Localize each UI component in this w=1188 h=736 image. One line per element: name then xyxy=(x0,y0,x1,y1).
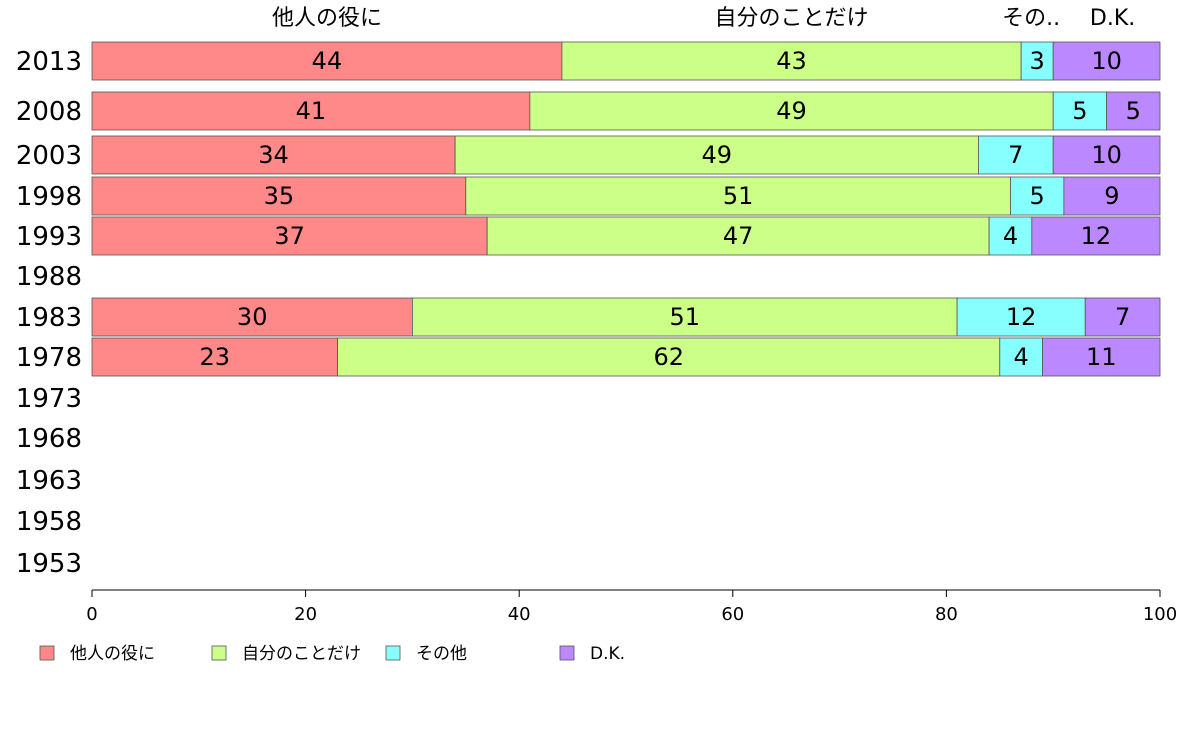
bar-2013-series-2 xyxy=(1020,41,1054,81)
bar-label-1983-series-2: 12 xyxy=(1006,303,1037,331)
bar-1978-series-3 xyxy=(1042,337,1161,377)
bar-2013-series-0 xyxy=(91,41,563,81)
bar-1983-series-1 xyxy=(411,297,958,337)
legend-label-3: D.K. xyxy=(590,644,625,664)
y-tick-label-1968: 1968 xyxy=(16,424,82,454)
bar-1983-series-3 xyxy=(1084,297,1161,337)
bar-2008-series-3 xyxy=(1106,91,1161,131)
bar-label-1978-series-1: 62 xyxy=(653,343,684,371)
bar-label-1998-series-2: 5 xyxy=(1030,182,1045,210)
bar-label-2013-series-2: 3 xyxy=(1030,47,1045,75)
x-tick-label-20: 20 xyxy=(294,604,317,625)
bar-1983-series-0 xyxy=(91,297,413,337)
x-tick-label-80: 80 xyxy=(935,604,958,625)
y-tick-label-1978: 1978 xyxy=(16,343,82,373)
bar-1978-series-2 xyxy=(999,337,1043,377)
bar-2013-series-3 xyxy=(1052,41,1161,81)
bar-2008-series-1 xyxy=(529,91,1054,131)
bar-label-1998-series-1: 51 xyxy=(723,182,754,210)
bar-1993-series-2 xyxy=(988,216,1033,256)
y-tick-label-2008: 2008 xyxy=(16,97,82,127)
y-tick-label-1958: 1958 xyxy=(16,507,82,537)
top-series-label-1: 自分のことだけ xyxy=(715,6,869,31)
bar-label-1993-series-1: 47 xyxy=(723,222,754,250)
y-tick-label-1963: 1963 xyxy=(16,466,82,496)
bar-2008-series-0 xyxy=(91,91,531,131)
bar-label-1998-series-3: 9 xyxy=(1104,182,1119,210)
bar-label-1978-series-3: 11 xyxy=(1086,343,1117,371)
bar-label-1983-series-0: 30 xyxy=(237,303,268,331)
bar-1998-series-0 xyxy=(91,176,467,216)
bar-label-2008-series-2: 5 xyxy=(1072,97,1087,125)
y-tick-label-1998: 1998 xyxy=(16,182,82,212)
bar-1998-series-1 xyxy=(465,176,1011,216)
bar-label-1978-series-0: 23 xyxy=(200,343,231,371)
legend-label-1: 自分のことだけ xyxy=(242,644,361,664)
legend-label-0: 他人の役に xyxy=(70,644,155,664)
bar-label-1978-series-2: 4 xyxy=(1014,343,1029,371)
bar-label-1998-series-0: 35 xyxy=(264,182,295,210)
x-tick-label-0: 0 xyxy=(86,604,97,625)
y-tick-label-2003: 2003 xyxy=(16,141,82,171)
legend-label-2: その他 xyxy=(416,644,467,664)
top-series-label-2: その.. xyxy=(1002,6,1060,31)
y-tick-label-1953: 1953 xyxy=(16,549,82,579)
bar-1993-series-3 xyxy=(1031,216,1161,256)
bar-2008-series-2 xyxy=(1052,91,1107,131)
bar-label-2003-series-0: 34 xyxy=(258,141,289,169)
bar-label-2008-series-3: 5 xyxy=(1126,97,1141,125)
bar-label-1993-series-2: 4 xyxy=(1003,222,1018,250)
bar-label-2003-series-3: 10 xyxy=(1091,141,1122,169)
x-tick-label-100: 100 xyxy=(1143,604,1177,625)
bar-label-1983-series-1: 51 xyxy=(669,303,700,331)
top-series-label-0: 他人の役に xyxy=(272,6,382,31)
bar-label-2013-series-0: 44 xyxy=(312,47,343,75)
bar-label-2013-series-1: 43 xyxy=(776,47,807,75)
bar-2003-series-1 xyxy=(454,135,979,175)
legend-swatch-1 xyxy=(211,645,227,661)
legend-swatch-0 xyxy=(39,645,55,661)
bar-label-1993-series-0: 37 xyxy=(274,222,305,250)
bar-1983-series-2 xyxy=(956,297,1086,337)
x-tick-label-40: 40 xyxy=(508,604,531,625)
bar-label-1983-series-3: 7 xyxy=(1115,303,1130,331)
legend-swatch-3 xyxy=(559,645,575,661)
bar-label-2013-series-3: 10 xyxy=(1091,47,1122,75)
y-tick-label-1973: 1973 xyxy=(16,384,82,414)
bar-label-2008-series-0: 41 xyxy=(296,97,327,125)
y-tick-label-1983: 1983 xyxy=(16,303,82,333)
bar-1993-series-0 xyxy=(91,216,488,256)
bar-label-1993-series-3: 12 xyxy=(1081,222,1112,250)
bar-2003-series-3 xyxy=(1052,135,1161,175)
x-tick-label-60: 60 xyxy=(721,604,744,625)
y-tick-label-1993: 1993 xyxy=(16,222,82,252)
bar-label-2003-series-1: 49 xyxy=(702,141,733,169)
bar-1978-series-0 xyxy=(91,337,339,377)
bar-2003-series-0 xyxy=(91,135,456,175)
bar-1993-series-1 xyxy=(486,216,990,256)
bar-1998-series-3 xyxy=(1063,176,1161,216)
bar-label-2003-series-2: 7 xyxy=(1008,141,1023,169)
y-tick-label-1988: 1988 xyxy=(16,262,82,292)
bar-2013-series-1 xyxy=(561,41,1022,81)
bar-label-2008-series-1: 49 xyxy=(776,97,807,125)
legend-swatch-2 xyxy=(385,645,401,661)
top-series-label-3: D.K. xyxy=(1090,6,1135,31)
y-tick-label-2013: 2013 xyxy=(16,47,82,77)
